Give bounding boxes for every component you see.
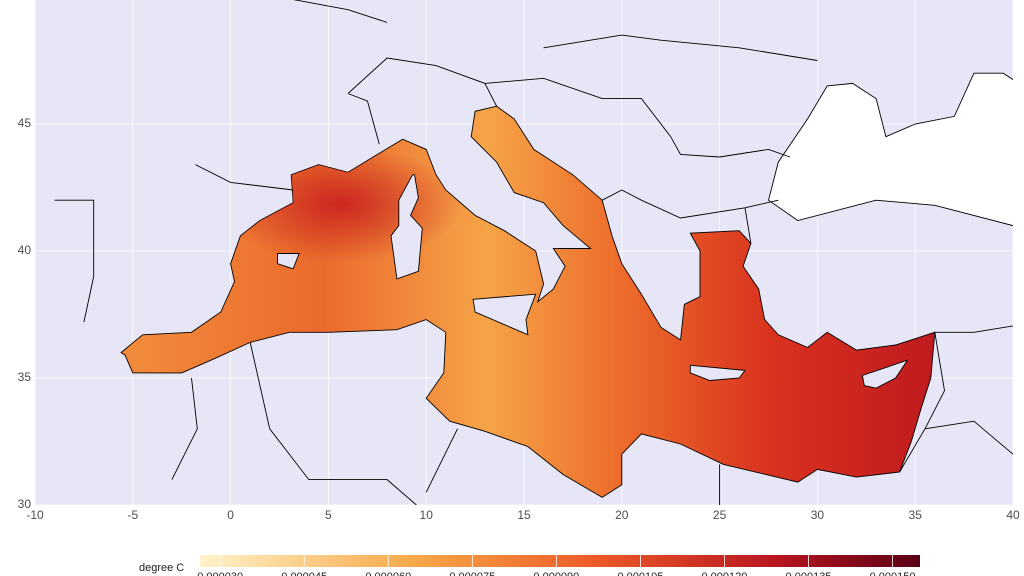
border-line — [293, 0, 388, 23]
x-tick-label: 35 — [909, 508, 923, 522]
legend-title: degree C — [139, 562, 184, 574]
island — [390, 174, 423, 280]
border-line — [54, 199, 95, 323]
colorbar-label: 0.000090 — [533, 571, 579, 576]
border-line — [347, 93, 380, 145]
colorbar — [200, 555, 920, 567]
border-line — [249, 342, 417, 505]
x-tick-label: 0 — [227, 508, 234, 522]
colorbar-label: 0.000060 — [365, 571, 411, 576]
colorbar-label: 0.000105 — [617, 571, 663, 576]
x-tick-label: 20 — [615, 508, 629, 522]
border-line — [425, 428, 458, 493]
island — [472, 293, 537, 336]
colorbar-label: 0.000075 — [449, 571, 495, 576]
x-tick-label: 40 — [1006, 508, 1020, 522]
border-line — [195, 164, 294, 191]
island — [277, 253, 300, 270]
border-line — [899, 325, 1013, 473]
border-line — [744, 207, 752, 244]
x-tick-label: -5 — [127, 508, 138, 522]
colorbar-label: 0.000120 — [702, 571, 748, 576]
y-tick-label: 40 — [18, 243, 32, 257]
y-tick-label: 50 — [18, 0, 32, 3]
island — [861, 359, 909, 389]
border-line — [347, 57, 498, 107]
colorbar-label: 0.000135 — [786, 571, 832, 576]
x-tick-label: 25 — [713, 508, 727, 522]
y-tick-label: 45 — [18, 116, 32, 130]
x-tick-label: 30 — [811, 508, 825, 522]
colorbar-label: 0.000150 — [870, 571, 916, 576]
x-tick-label: 10 — [420, 508, 434, 522]
border-line — [543, 34, 818, 61]
border-line — [601, 189, 779, 219]
y-tick-label: 35 — [18, 370, 32, 384]
y-tick-label: 30 — [18, 497, 32, 511]
x-tick-label: 5 — [325, 508, 332, 522]
border-line — [484, 77, 791, 158]
black-sea — [767, 72, 1013, 227]
x-tick-label: -10 — [26, 508, 44, 522]
border-line — [171, 377, 198, 480]
colorbar-label: 0.000030 — [197, 571, 243, 576]
island — [689, 364, 746, 381]
colorbar-label: 0.000045 — [281, 571, 327, 576]
border-line — [924, 420, 1013, 455]
x-tick-label: 15 — [517, 508, 531, 522]
